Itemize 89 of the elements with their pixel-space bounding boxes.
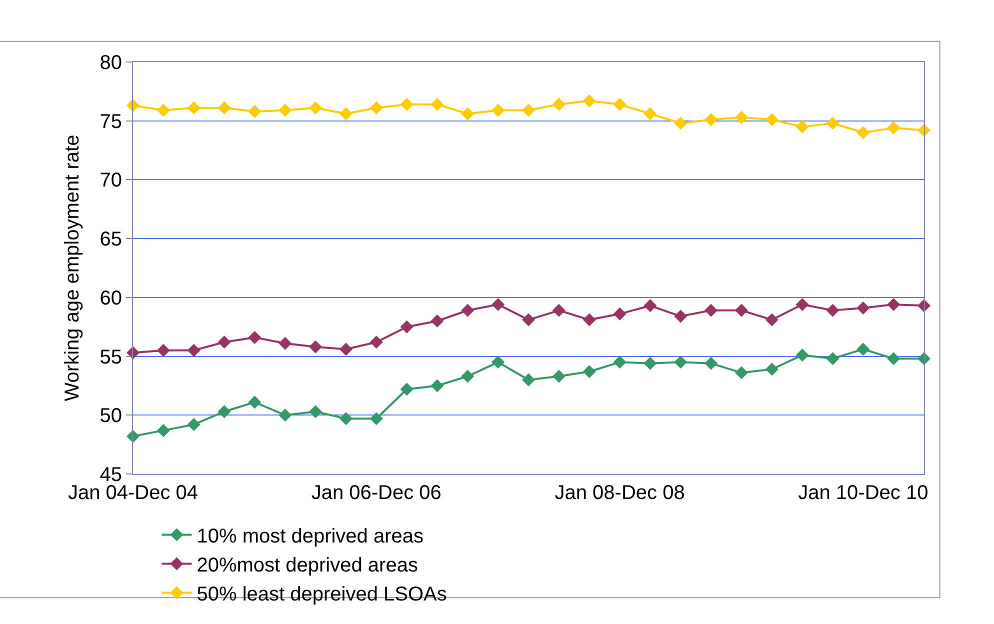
y-axis-title: Working age employment rate xyxy=(61,134,84,402)
legend-label: 20%most deprived areas xyxy=(196,554,418,576)
point xyxy=(796,298,809,311)
point xyxy=(522,104,535,117)
y-tick-label: 60 xyxy=(100,287,122,310)
y-tick-label: 55 xyxy=(100,346,122,368)
point xyxy=(187,418,200,432)
point xyxy=(644,299,657,312)
point xyxy=(856,342,870,356)
point xyxy=(187,344,200,357)
point xyxy=(156,104,170,117)
point xyxy=(734,304,748,317)
point xyxy=(796,120,809,134)
point xyxy=(400,320,414,334)
point xyxy=(826,304,840,317)
point xyxy=(704,304,718,317)
point xyxy=(370,412,383,426)
point xyxy=(430,314,444,328)
point xyxy=(370,336,383,349)
point xyxy=(248,396,262,409)
point xyxy=(522,313,535,326)
point xyxy=(644,107,657,120)
point xyxy=(218,405,231,418)
point xyxy=(887,121,900,134)
point xyxy=(552,370,566,383)
point xyxy=(887,298,900,311)
point xyxy=(248,104,262,118)
legend-label: 10% most deprived areas xyxy=(196,526,424,548)
point xyxy=(582,365,596,378)
point xyxy=(430,379,444,392)
point xyxy=(218,336,231,349)
point xyxy=(156,424,170,437)
point xyxy=(339,107,352,120)
point xyxy=(644,356,657,370)
point xyxy=(309,405,322,418)
point xyxy=(218,101,231,114)
point xyxy=(492,104,505,117)
point xyxy=(492,356,505,369)
point xyxy=(582,94,596,108)
point xyxy=(492,298,505,311)
point xyxy=(796,348,809,362)
y-tick-label: 50 xyxy=(100,405,122,428)
point xyxy=(613,356,626,369)
y-tick-label: 65 xyxy=(100,228,122,251)
point xyxy=(400,382,414,396)
point xyxy=(765,313,778,326)
legend-label: 50% least depreived LSOAs xyxy=(196,584,447,606)
x-tick-label: Jan 06-Dec 06 xyxy=(311,482,442,504)
x-tick-label: Jan 10-Dec 10 xyxy=(798,482,928,504)
point xyxy=(430,98,444,111)
y-tick-label: 80 xyxy=(100,52,122,74)
y-tick-label: 70 xyxy=(100,170,122,192)
point xyxy=(826,352,840,366)
point xyxy=(765,362,778,376)
point xyxy=(552,304,566,317)
point xyxy=(278,336,292,350)
point xyxy=(278,104,292,117)
point xyxy=(887,352,900,366)
point xyxy=(370,101,383,114)
point xyxy=(674,356,688,369)
point xyxy=(461,370,474,383)
point xyxy=(704,113,718,126)
point xyxy=(613,307,626,320)
point xyxy=(826,116,840,130)
point xyxy=(856,126,870,140)
point xyxy=(278,408,292,422)
point xyxy=(704,356,718,370)
point xyxy=(674,310,688,323)
point xyxy=(461,304,474,317)
point xyxy=(339,342,352,356)
point xyxy=(248,330,262,344)
point xyxy=(461,107,474,120)
point xyxy=(582,313,596,326)
point xyxy=(187,101,200,114)
point xyxy=(522,373,535,386)
point xyxy=(156,344,170,357)
point xyxy=(734,366,748,380)
point xyxy=(309,101,322,114)
point xyxy=(734,110,748,124)
point xyxy=(613,98,626,111)
x-tick-label: Jan 08-Dec 08 xyxy=(554,482,685,504)
point xyxy=(552,98,566,111)
point xyxy=(400,98,414,111)
point xyxy=(674,116,688,130)
point xyxy=(856,302,870,315)
y-tick-label: 75 xyxy=(100,110,122,133)
point xyxy=(309,340,322,354)
point xyxy=(765,113,778,126)
point xyxy=(339,412,352,426)
